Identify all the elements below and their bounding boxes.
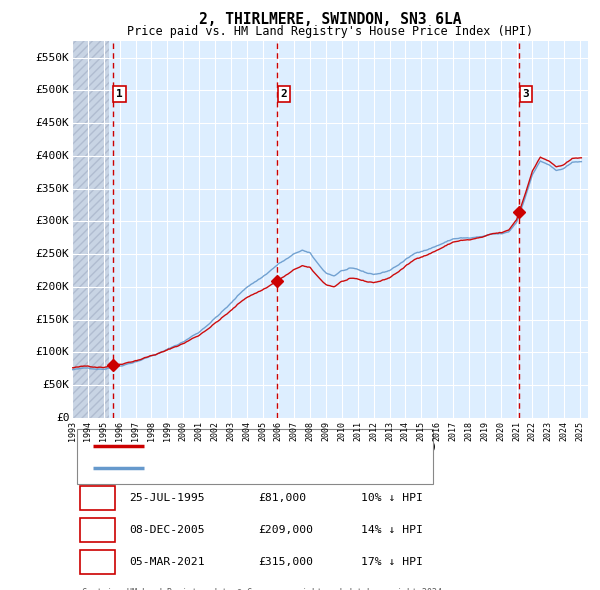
Text: 2011: 2011: [353, 421, 362, 441]
FancyBboxPatch shape: [77, 429, 433, 484]
FancyBboxPatch shape: [80, 550, 115, 574]
Text: £315,000: £315,000: [258, 557, 313, 567]
Text: 2, THIRLMERE, SWINDON, SN3 6LA: 2, THIRLMERE, SWINDON, SN3 6LA: [199, 12, 461, 27]
Text: 2010: 2010: [337, 421, 346, 441]
Text: 2018: 2018: [464, 421, 473, 441]
Text: 1998: 1998: [147, 421, 156, 441]
Text: 2025: 2025: [575, 421, 584, 441]
Text: £50K: £50K: [43, 380, 70, 390]
Text: £150K: £150K: [35, 314, 70, 325]
Text: 2022: 2022: [528, 421, 537, 441]
Text: 2: 2: [280, 89, 287, 99]
Text: £350K: £350K: [35, 183, 70, 194]
Text: 1994: 1994: [83, 421, 92, 441]
Text: 05-MAR-2021: 05-MAR-2021: [129, 557, 205, 567]
Text: 2008: 2008: [305, 421, 314, 441]
Text: 1995: 1995: [99, 421, 108, 441]
Text: 2012: 2012: [369, 421, 378, 441]
Text: 3: 3: [94, 556, 101, 569]
Text: 2001: 2001: [194, 421, 203, 441]
Text: 2002: 2002: [211, 421, 220, 441]
Text: 1: 1: [116, 89, 123, 99]
Text: 1997: 1997: [131, 421, 140, 441]
Text: 3: 3: [523, 89, 529, 99]
Text: £0: £0: [56, 413, 70, 423]
Text: 2: 2: [94, 523, 101, 537]
Bar: [72, 41, 109, 418]
Text: 2023: 2023: [544, 421, 553, 441]
Text: 14% ↓ HPI: 14% ↓ HPI: [361, 525, 423, 535]
Text: £450K: £450K: [35, 118, 70, 128]
Text: 1: 1: [94, 491, 101, 504]
Text: 2, THIRLMERE, SWINDON, SN3 6LA (detached house): 2, THIRLMERE, SWINDON, SN3 6LA (detached…: [155, 441, 437, 451]
Text: 2020: 2020: [496, 421, 505, 441]
Text: £250K: £250K: [35, 249, 70, 259]
FancyBboxPatch shape: [80, 518, 115, 542]
Text: Contains HM Land Registry data © Crown copyright and database right 2024.
This d: Contains HM Land Registry data © Crown c…: [82, 588, 448, 590]
Text: 25-JUL-1995: 25-JUL-1995: [129, 493, 205, 503]
Text: 2017: 2017: [449, 421, 458, 441]
Text: 2013: 2013: [385, 421, 394, 441]
Text: HPI: Average price, detached house, Swindon: HPI: Average price, detached house, Swin…: [155, 463, 413, 473]
Text: 17% ↓ HPI: 17% ↓ HPI: [361, 557, 423, 567]
Text: 2019: 2019: [481, 421, 490, 441]
Text: 2021: 2021: [512, 421, 521, 441]
Text: 1993: 1993: [67, 421, 77, 441]
Text: 2004: 2004: [242, 421, 251, 441]
Text: 2024: 2024: [560, 421, 569, 441]
Text: £500K: £500K: [35, 86, 70, 96]
Text: 2006: 2006: [274, 421, 283, 441]
Text: 2009: 2009: [322, 421, 331, 441]
Text: 2014: 2014: [401, 421, 410, 441]
Text: 1999: 1999: [163, 421, 172, 441]
Text: £550K: £550K: [35, 53, 70, 63]
Text: Price paid vs. HM Land Registry's House Price Index (HPI): Price paid vs. HM Land Registry's House …: [127, 25, 533, 38]
Text: 1996: 1996: [115, 421, 124, 441]
Text: 08-DEC-2005: 08-DEC-2005: [129, 525, 205, 535]
Text: 2005: 2005: [258, 421, 267, 441]
Text: £209,000: £209,000: [258, 525, 313, 535]
Text: £400K: £400K: [35, 151, 70, 161]
Text: 10% ↓ HPI: 10% ↓ HPI: [361, 493, 423, 503]
Text: £300K: £300K: [35, 217, 70, 227]
Text: 2007: 2007: [290, 421, 299, 441]
Text: 2000: 2000: [179, 421, 188, 441]
Text: 2016: 2016: [433, 421, 442, 441]
Text: 2015: 2015: [417, 421, 426, 441]
Text: £200K: £200K: [35, 282, 70, 292]
FancyBboxPatch shape: [80, 486, 115, 510]
Text: 2003: 2003: [226, 421, 235, 441]
Text: £100K: £100K: [35, 348, 70, 358]
Text: £81,000: £81,000: [258, 493, 306, 503]
